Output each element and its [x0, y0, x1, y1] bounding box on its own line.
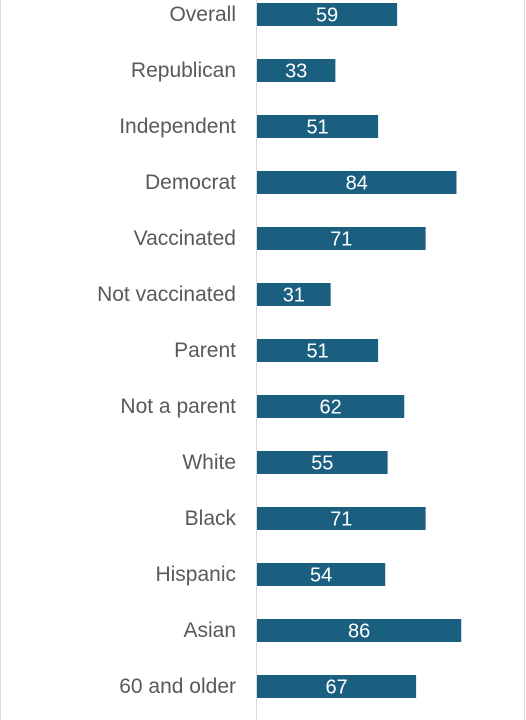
bar [257, 171, 457, 194]
bar-group: Independent 51 [119, 115, 379, 139]
value-label: 54 [310, 565, 332, 587]
bar [257, 3, 398, 26]
bar-group: Not a parent 62 [120, 395, 405, 419]
bar-group: Republican 33 [131, 59, 336, 83]
bar [257, 283, 331, 306]
bar-group: White 55 [182, 451, 388, 475]
category-label: Not a parent [120, 395, 236, 418]
bar-group: Not vaccinated 31 [97, 283, 331, 307]
value-label: 33 [285, 61, 307, 83]
category-label: Independent [119, 115, 236, 138]
value-label: 71 [330, 229, 352, 251]
value-label: 86 [348, 621, 370, 643]
bar [257, 563, 386, 586]
value-label: 59 [316, 5, 338, 27]
bar-group: Asian 86 [183, 619, 462, 643]
category-label: Overall [169, 3, 236, 26]
bar [257, 619, 462, 642]
value-label: 31 [283, 285, 305, 307]
category-label: Democrat [145, 171, 236, 194]
category-label: Parent [174, 339, 236, 362]
category-label: White [182, 451, 236, 474]
bar-group: Black 71 [185, 507, 426, 531]
value-label: 62 [320, 397, 342, 419]
value-label: 51 [306, 117, 328, 139]
bar-group: Overall 59 [169, 3, 398, 27]
bar-group: Hispanic 54 [155, 563, 386, 587]
value-label: 51 [306, 341, 328, 363]
category-label: Not vaccinated [97, 283, 236, 306]
bar [257, 675, 417, 698]
value-label: 84 [346, 173, 368, 195]
bar [257, 451, 388, 474]
category-label: Black [185, 507, 237, 530]
category-label: 60 and older [119, 675, 236, 698]
category-label: Asian [183, 619, 236, 642]
bar-group: Democrat 84 [145, 171, 457, 195]
bar [257, 227, 426, 250]
value-label: 55 [311, 453, 333, 475]
bar [257, 339, 379, 362]
bar [257, 59, 336, 82]
bar [257, 395, 405, 418]
category-label: Vaccinated [134, 227, 236, 250]
bar-group: Vaccinated 71 [134, 227, 426, 251]
bar-group: Parent 51 [174, 339, 379, 363]
value-label: 71 [330, 509, 352, 531]
bar [257, 507, 426, 530]
bar-group: 60 and older 67 [119, 675, 417, 699]
value-label: 67 [325, 677, 347, 699]
bar [257, 115, 379, 138]
category-label: Republican [131, 59, 236, 82]
bars-layer: Overall 59 Republican 33 Independent 51 Democr… [97, 3, 462, 699]
category-label: Hispanic [155, 563, 236, 586]
